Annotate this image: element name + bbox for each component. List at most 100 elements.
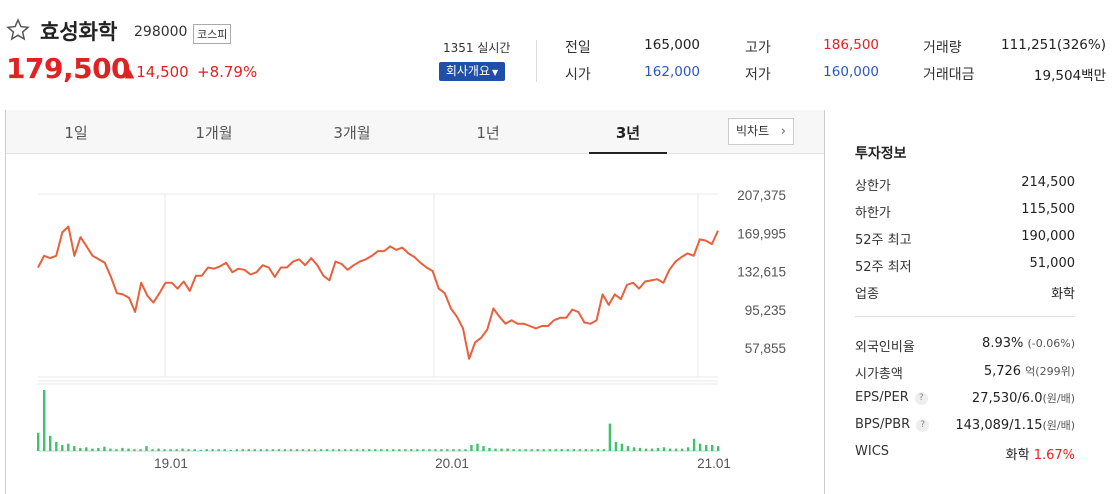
prev-close-label: 전일 <box>565 40 591 56</box>
volume-bar <box>193 449 196 451</box>
stock-name: 효성화학 <box>40 20 118 44</box>
volume-bar <box>205 449 208 451</box>
volume-bar <box>596 449 599 451</box>
volume-bar <box>331 449 335 451</box>
market-cap-row: 시가총액 5,726 억(299위) <box>855 364 1075 382</box>
volume-bar <box>277 449 281 451</box>
period-tabs: 1일 1개월 3개월 1년 3년 빅차트 › <box>6 110 824 154</box>
volume-bar <box>608 423 612 451</box>
x-tick-label: 21.01 <box>697 456 731 471</box>
volume-bar <box>73 446 76 451</box>
up-arrow-icon: ▲ <box>125 66 135 80</box>
volume-bar <box>223 449 226 451</box>
y-tick-label: 169,995 <box>737 226 786 241</box>
volume-bar <box>103 446 106 451</box>
trade-value-value: 19,504백만 <box>1033 68 1106 84</box>
volume-bar <box>139 449 142 451</box>
volume-bar <box>404 449 407 451</box>
volume-bar <box>337 449 341 451</box>
volume-bar <box>536 449 539 451</box>
volume-bar <box>686 447 690 451</box>
volume-bar <box>145 446 148 451</box>
big-chart-button[interactable]: 빅차트 › <box>728 118 794 145</box>
chart-panel: 1일 1개월 3개월 1년 3년 빅차트 › 207,375 169,995 132,… <box>5 110 825 494</box>
help-icon[interactable]: ? <box>914 392 928 405</box>
volume-bar <box>211 449 214 451</box>
lower-limit-row: 하한가 115,500 <box>855 202 1075 221</box>
volume-bar <box>692 438 696 451</box>
volume-bar <box>626 446 630 451</box>
change-rate: +8.79% <box>197 63 258 81</box>
volume-bar <box>319 449 323 451</box>
volume-bar <box>554 449 557 451</box>
volume-bar <box>368 449 371 451</box>
volume-bar <box>187 449 190 451</box>
volume-bar <box>386 449 389 451</box>
volume-bar <box>662 447 666 451</box>
volume-bar <box>169 449 172 451</box>
volume-bar <box>151 449 154 451</box>
volume-bar <box>488 447 491 451</box>
volume-bar <box>680 448 684 451</box>
volume-bar <box>512 449 515 451</box>
volume-bar <box>398 449 401 451</box>
volume-bar <box>355 449 359 451</box>
high-label: 고가 <box>745 40 771 56</box>
volume-bar <box>560 449 563 451</box>
tab-3y[interactable]: 3년 <box>615 124 641 142</box>
volume-bar <box>61 444 64 451</box>
eps-per-row: EPS/PER? 27,530/6.0(원/배) <box>855 390 1075 406</box>
volume-label: 거래량 <box>923 40 962 56</box>
volume-bar <box>620 443 624 451</box>
volume-bar <box>476 443 479 451</box>
volume-bar <box>85 447 88 451</box>
industry-row: 업종 화학 <box>855 287 1075 302</box>
volume-bar <box>259 449 263 451</box>
volume-bar <box>650 448 654 451</box>
volume-bar <box>133 449 136 451</box>
volume-bar <box>566 449 569 451</box>
help-icon[interactable]: ? <box>916 419 930 432</box>
volume-bar <box>362 449 365 451</box>
volume-bar <box>518 449 521 451</box>
star-icon[interactable] <box>6 18 30 42</box>
volume-bar <box>572 449 575 451</box>
volume-bar <box>289 449 293 451</box>
volume-bar <box>590 449 593 451</box>
volume-bar <box>253 449 256 451</box>
price-change: ▲ 14,500 <box>125 63 189 81</box>
volume-bar <box>711 444 714 451</box>
tab-1d[interactable]: 1일 <box>64 124 88 142</box>
volume-bar <box>235 449 238 451</box>
volume-bar <box>217 449 220 451</box>
low-value: 160,000 <box>823 64 879 80</box>
wics-row: WICS 화학 1.67% <box>855 444 1075 463</box>
volume-bar <box>494 448 497 451</box>
tab-3m[interactable]: 3개월 <box>333 124 371 142</box>
y-tick-label: 57,855 <box>745 341 786 356</box>
volume-bar <box>446 449 449 451</box>
volume-bar <box>452 449 455 451</box>
volume-bar <box>241 449 244 451</box>
volume-bar <box>55 441 58 452</box>
volume-bar <box>416 449 419 451</box>
volume-bar <box>67 443 70 451</box>
bps-pbr-row: BPS/PBR? 143,089/1.15(원/배) <box>855 417 1075 433</box>
investment-info-panel: 투자정보 상한가 214,500 하한가 115,500 52주 최고 190,… <box>825 110 1106 494</box>
tab-1y[interactable]: 1년 <box>476 124 500 142</box>
volume-bar <box>464 449 467 451</box>
caret-down-icon: ▼ <box>492 68 499 77</box>
volume-bar <box>524 449 527 451</box>
volume-bar <box>500 448 503 451</box>
volume-bar <box>717 446 720 451</box>
volume-bar <box>705 444 708 451</box>
volume-bar <box>181 448 184 451</box>
volume-bar <box>584 449 587 451</box>
company-info-button[interactable]: 회사개요 ▼ <box>439 62 505 81</box>
volume-bar <box>428 449 431 451</box>
volume-bar <box>458 449 461 451</box>
tab-1m[interactable]: 1개월 <box>195 124 233 142</box>
volume-bar <box>109 448 112 451</box>
volume-bar <box>283 449 287 451</box>
volume-bar <box>548 449 551 451</box>
